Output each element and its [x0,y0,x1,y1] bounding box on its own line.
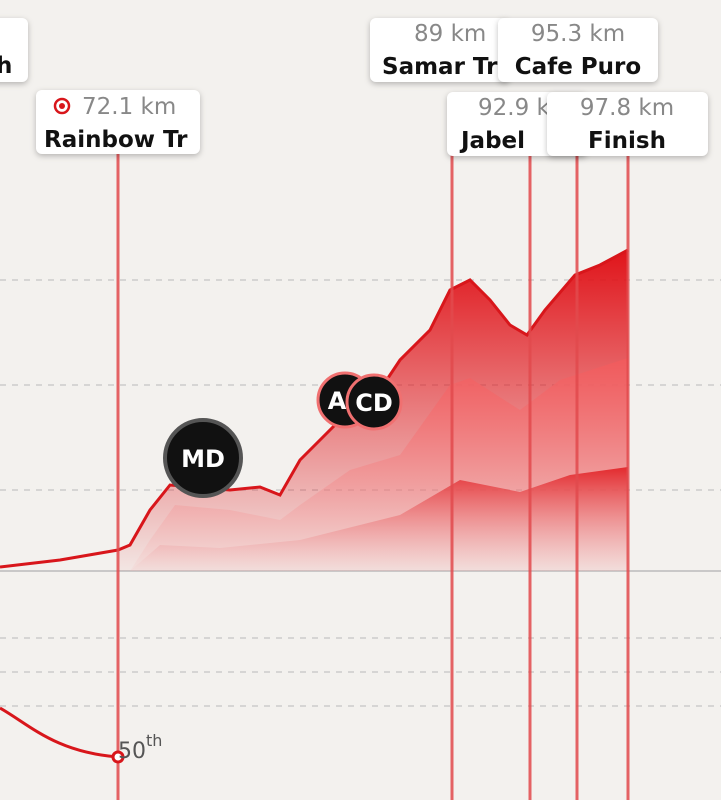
card-name: Rainbow Tr [44,127,188,153]
rank-number: 50 [118,739,146,764]
card-name: Jabel [459,128,525,154]
card[interactable] [370,18,510,82]
card-distance: 97.8 km [580,95,674,121]
card[interactable] [0,18,28,82]
marker-label: CD [355,389,393,417]
card-distance: 89 km [414,21,486,47]
card-distance: 92.9 k [478,95,551,121]
card[interactable] [547,92,708,156]
card-distance: 72.1 km [82,94,176,120]
rank-line [0,706,119,759]
marker-label: A [328,387,347,415]
profile-area-low [130,467,628,571]
rank-suffix: th [146,731,162,750]
target-icon [53,97,71,115]
card-name: Finish [588,128,666,154]
rank-dot [111,750,125,764]
target-icon-dot [59,103,65,109]
rank-label: 50th [118,731,162,764]
card[interactable] [36,90,200,154]
marker[interactable] [163,418,243,498]
card-distance: 95.3 km [531,21,625,47]
card-name: Samar Tr [382,54,498,80]
marker[interactable] [345,373,403,431]
card[interactable] [498,18,658,82]
checkpoint-lines [116,150,630,800]
marker-label: MD [181,445,225,473]
card-name: Cafe Puro [515,54,641,80]
card-name: h [0,53,12,79]
